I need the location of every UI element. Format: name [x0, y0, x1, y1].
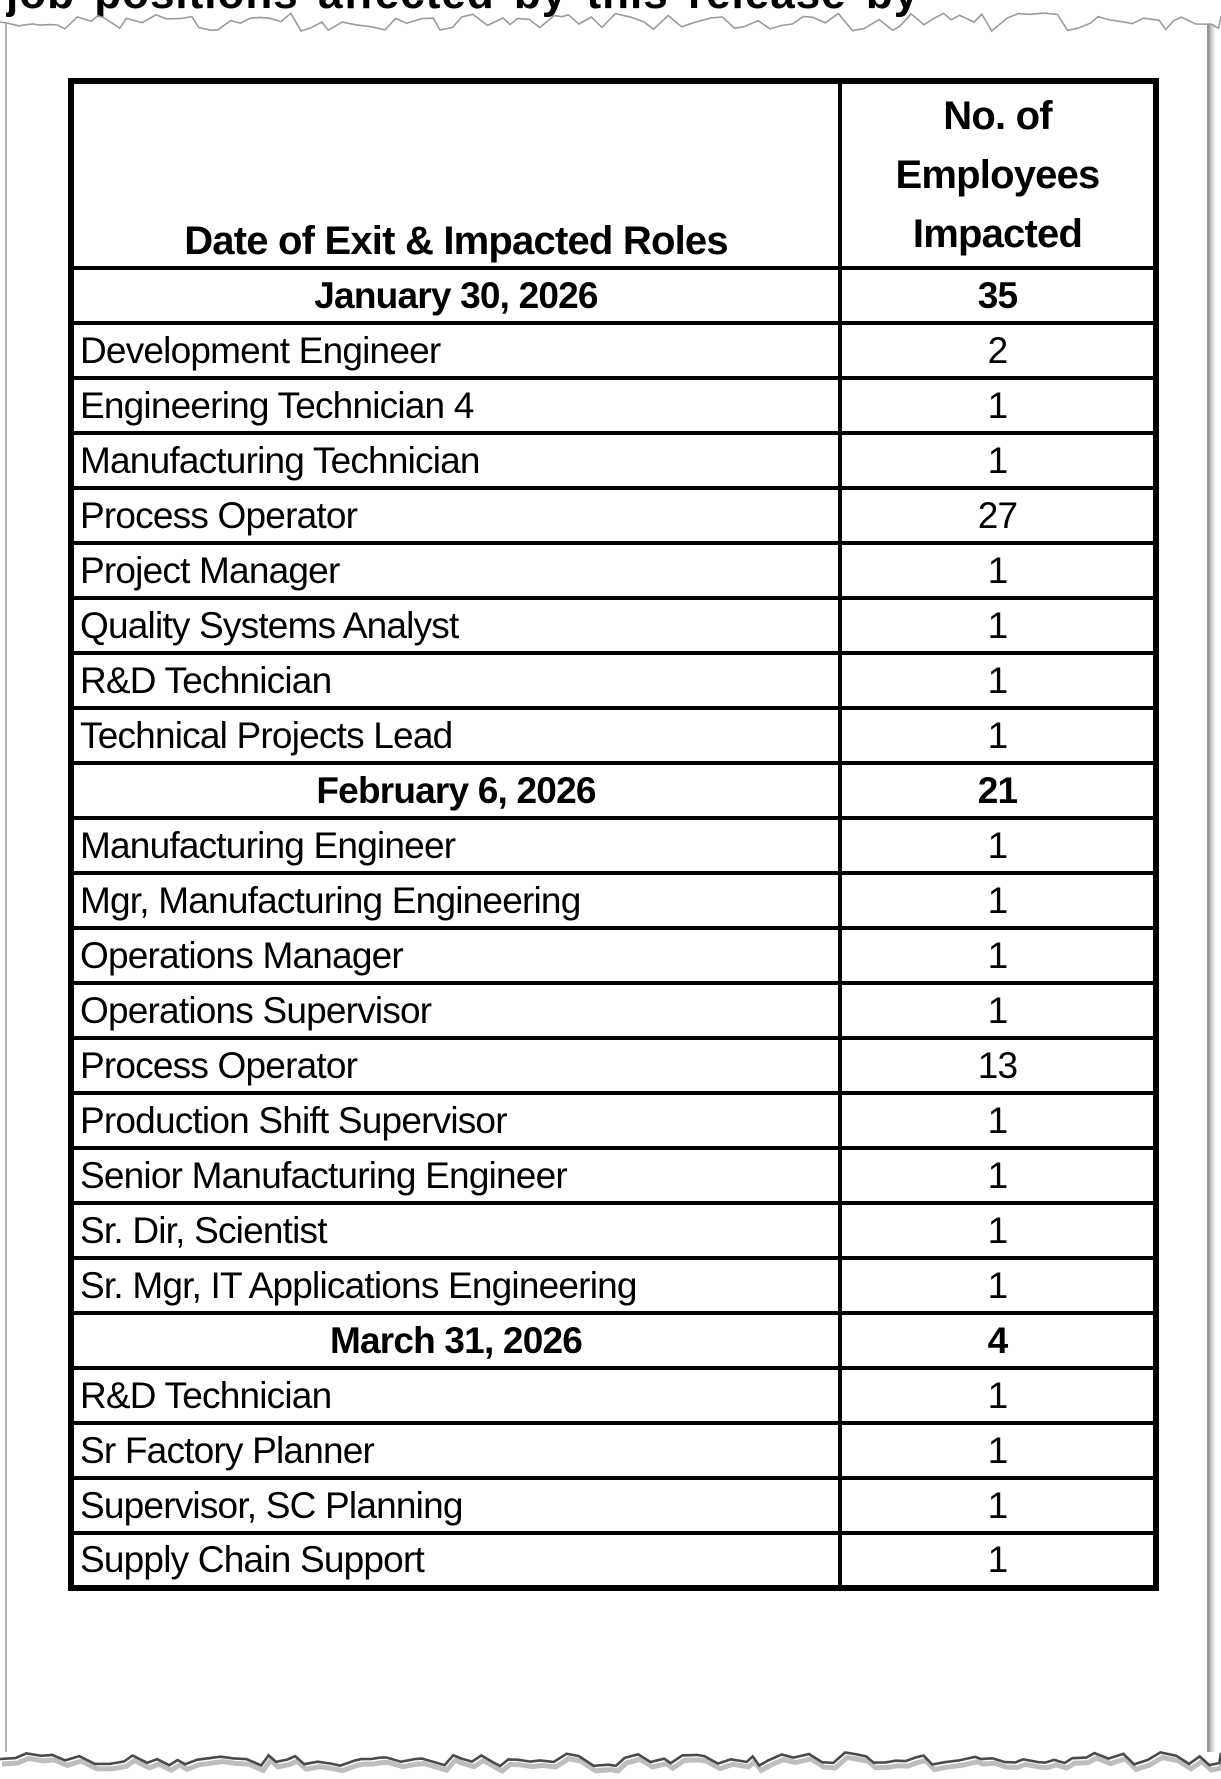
row-count-cell: 27 — [840, 488, 1156, 543]
row-label-cell: Development Engineer — [71, 323, 840, 378]
row-count-cell: 1 — [840, 598, 1156, 653]
row-label-cell: Supervisor, SC Planning — [71, 1478, 840, 1533]
table-row: January 30, 2026 35 — [71, 268, 1156, 323]
row-label-cell: Technical Projects Lead — [71, 708, 840, 763]
table-row: Manufacturing Engineer 1 — [71, 818, 1156, 873]
row-label-cell: Mgr, Manufacturing Engineering — [71, 873, 840, 928]
table-row: R&D Technician 1 — [71, 653, 1156, 708]
row-count-cell: 1 — [840, 1478, 1156, 1533]
table-row: Sr. Mgr, IT Applications Engineering 1 — [71, 1258, 1156, 1313]
row-count-cell: 1 — [840, 433, 1156, 488]
row-label-cell: Manufacturing Technician — [71, 433, 840, 488]
row-label-cell: Engineering Technician 4 — [71, 378, 840, 433]
table-header-row: Date of Exit & Impacted Roles No. of Emp… — [71, 81, 1156, 268]
row-count-cell: 4 — [840, 1313, 1156, 1368]
row-count-cell: 1 — [840, 1148, 1156, 1203]
table-row: Development Engineer 2 — [71, 323, 1156, 378]
table-row: Quality Systems Analyst 1 — [71, 598, 1156, 653]
row-count-cell: 1 — [840, 983, 1156, 1038]
row-count-cell: 13 — [840, 1038, 1156, 1093]
row-count-cell: 1 — [840, 708, 1156, 763]
clipped-paragraph-line: job positions affected by this release b… — [6, 0, 1006, 32]
table-row: Technical Projects Lead 1 — [71, 708, 1156, 763]
table-row: Manufacturing Technician 1 — [71, 433, 1156, 488]
row-count-cell: 1 — [840, 1423, 1156, 1478]
row-label-cell: Supply Chain Support — [71, 1533, 840, 1588]
row-label-cell: March 31, 2026 — [71, 1313, 840, 1368]
table-row: February 6, 2026 21 — [71, 763, 1156, 818]
table-row: Production Shift Supervisor 1 — [71, 1093, 1156, 1148]
row-label-cell: Quality Systems Analyst — [71, 598, 840, 653]
document-page: job positions affected by this release b… — [0, 0, 1221, 1779]
row-label-cell: Process Operator — [71, 1038, 840, 1093]
row-label-cell: R&D Technician — [71, 653, 840, 708]
table-row: R&D Technician 1 — [71, 1368, 1156, 1423]
exit-roles-table: Date of Exit & Impacted Roles No. of Emp… — [68, 78, 1159, 1591]
table-row: Operations Supervisor 1 — [71, 983, 1156, 1038]
clipped-paragraph-text: job positions affected by this release b… — [6, 0, 919, 19]
row-count-cell: 2 — [840, 323, 1156, 378]
header-count-column: No. of Employees Impacted — [840, 81, 1156, 268]
table-row: Operations Manager 1 — [71, 928, 1156, 983]
table-row: Project Manager 1 — [71, 543, 1156, 598]
row-label-cell: February 6, 2026 — [71, 763, 840, 818]
row-count-cell: 1 — [840, 543, 1156, 598]
row-label-cell: Operations Supervisor — [71, 983, 840, 1038]
row-count-cell: 1 — [840, 1368, 1156, 1423]
table-row: Process Operator 13 — [71, 1038, 1156, 1093]
table-row: Process Operator 27 — [71, 488, 1156, 543]
header-count-line-3: Impacted — [842, 205, 1153, 264]
table-row: Sr. Dir, Scientist 1 — [71, 1203, 1156, 1258]
row-label-cell: Operations Manager — [71, 928, 840, 983]
row-count-cell: 1 — [840, 873, 1156, 928]
row-count-cell: 1 — [840, 1533, 1156, 1588]
row-label-cell: Project Manager — [71, 543, 840, 598]
table-row: Supervisor, SC Planning 1 — [71, 1478, 1156, 1533]
row-label-cell: R&D Technician — [71, 1368, 840, 1423]
row-count-cell: 1 — [840, 1258, 1156, 1313]
row-label-cell: January 30, 2026 — [71, 268, 840, 323]
table-body: January 30, 2026 35 Development Engineer… — [71, 268, 1156, 1588]
header-roles-column: Date of Exit & Impacted Roles — [71, 81, 840, 268]
header-count-line-2: Employees — [842, 146, 1153, 205]
row-count-cell: 1 — [840, 1093, 1156, 1148]
row-label-cell: Production Shift Supervisor — [71, 1093, 840, 1148]
row-label-cell: Sr. Dir, Scientist — [71, 1203, 840, 1258]
row-count-cell: 1 — [840, 378, 1156, 433]
table-row: Engineering Technician 4 1 — [71, 378, 1156, 433]
header-count-line-1: No. of — [842, 87, 1153, 146]
table-row: Supply Chain Support 1 — [71, 1533, 1156, 1588]
table-row: Sr Factory Planner 1 — [71, 1423, 1156, 1478]
table-row: March 31, 2026 4 — [71, 1313, 1156, 1368]
row-label-cell: Sr. Mgr, IT Applications Engineering — [71, 1258, 840, 1313]
row-count-cell: 1 — [840, 928, 1156, 983]
row-count-cell: 1 — [840, 818, 1156, 873]
table-row: Senior Manufacturing Engineer 1 — [71, 1148, 1156, 1203]
row-count-cell: 21 — [840, 763, 1156, 818]
row-count-cell: 1 — [840, 653, 1156, 708]
row-count-cell: 35 — [840, 268, 1156, 323]
row-label-cell: Manufacturing Engineer — [71, 818, 840, 873]
row-label-cell: Process Operator — [71, 488, 840, 543]
row-label-cell: Senior Manufacturing Engineer — [71, 1148, 840, 1203]
table-row: Mgr, Manufacturing Engineering 1 — [71, 873, 1156, 928]
row-count-cell: 1 — [840, 1203, 1156, 1258]
row-label-cell: Sr Factory Planner — [71, 1423, 840, 1478]
